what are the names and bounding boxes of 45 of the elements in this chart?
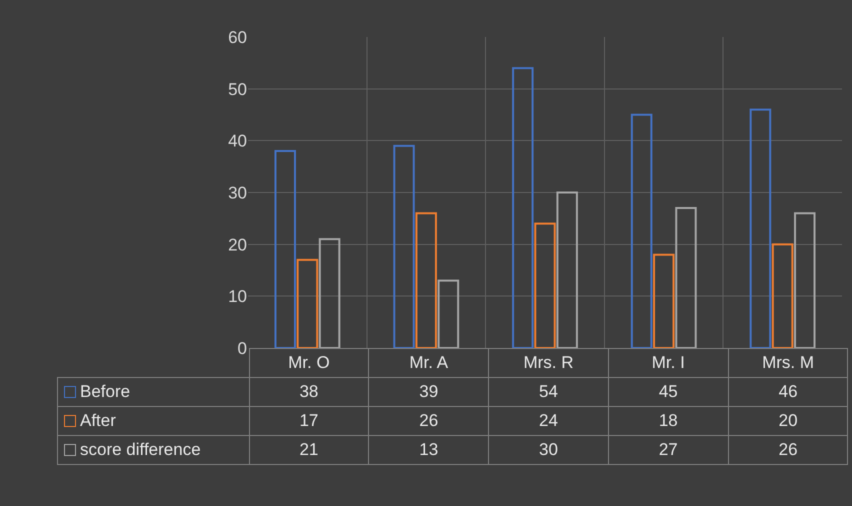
bar [512,67,534,348]
bar [415,212,437,348]
data-label: 13 [368,436,489,464]
data-label: 17 [249,406,369,436]
bar [274,150,296,348]
data-label: 38 [249,378,369,406]
legend-label: score difference [80,440,201,459]
bar [438,280,460,348]
data-label: 21 [249,436,369,464]
data-label: 27 [608,436,728,464]
bar [630,114,652,348]
x-tick-label: Mrs. M [728,348,848,378]
data-label: 45 [608,378,728,406]
x-tick-label: Mrs. R [488,348,608,378]
legend-label: Before [80,382,130,401]
data-label: 26 [368,406,489,436]
data-label: 39 [368,378,489,406]
y-tick-label: 40 [228,132,247,151]
y-tick-label: 10 [228,287,247,306]
data-label: 46 [728,378,848,406]
y-tick-label: 20 [228,235,247,254]
y-tick-label: 30 [228,183,247,202]
bar [534,222,556,348]
bar [393,144,415,348]
bar [794,212,816,348]
x-tick-label: Mr. O [249,348,369,378]
bar [675,207,697,348]
y-tick-label: 0 [238,338,247,358]
data-label: 18 [608,406,728,436]
y-tick-label: 50 [228,80,247,99]
bar [653,254,675,348]
bar [296,258,318,348]
data-label: 20 [728,406,848,436]
data-label: 24 [488,406,608,436]
bar [556,192,578,348]
bar [750,108,772,348]
y-tick-label: 60 [228,28,247,47]
data-label: 54 [488,378,608,406]
bar [318,238,340,348]
bar [772,243,794,348]
data-label: 30 [488,436,608,464]
x-tick-label: Mr. A [368,348,489,378]
legend-label: After [80,411,116,430]
x-tick-label: Mr. I [608,348,728,378]
data-label: 26 [728,436,848,464]
